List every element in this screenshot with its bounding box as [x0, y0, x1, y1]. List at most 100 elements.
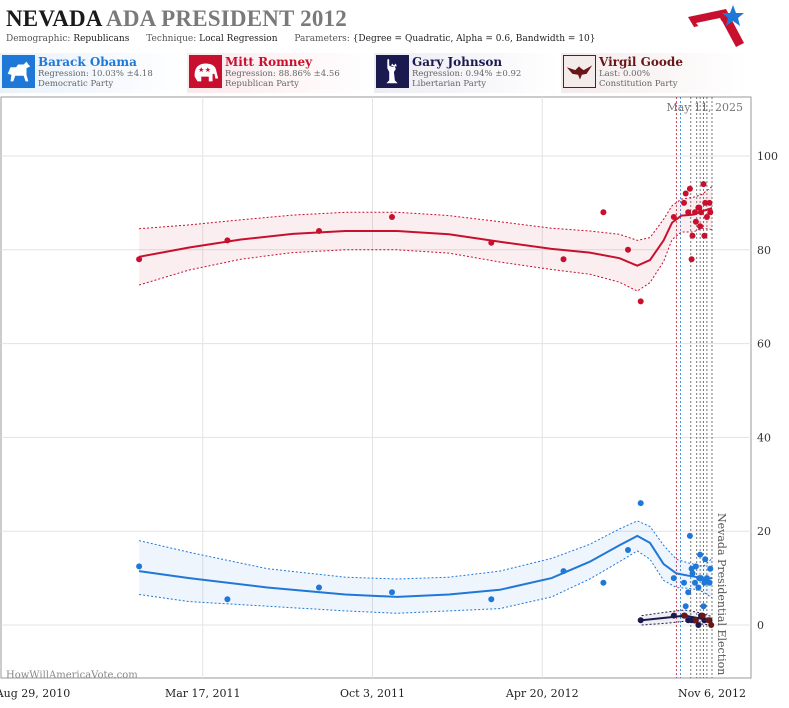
data-point	[637, 500, 644, 507]
site-logo-icon	[688, 5, 744, 47]
data-point	[681, 579, 687, 586]
candidate-card-romney[interactable]: Mitt Romney Regression: 88.86% ±4.56 Rep…	[187, 53, 373, 93]
data-point	[697, 223, 704, 230]
data-point	[670, 214, 677, 220]
x-tick-label: Nov 6, 2012	[678, 687, 746, 700]
elephant-icon	[189, 55, 222, 88]
data-point	[600, 579, 607, 586]
page-title: NEVADA ADA PRESIDENT 2012	[6, 6, 347, 32]
data-point	[637, 298, 644, 305]
data-point	[625, 246, 631, 253]
candidate-card-johnson[interactable]: Gary Johnson Regression: 0.94% ±0.92 Lib…	[374, 53, 560, 93]
data-point	[692, 563, 699, 570]
candidate-name: Mitt Romney	[225, 55, 313, 69]
data-point	[697, 551, 704, 558]
data-point	[316, 584, 322, 591]
data-point	[637, 617, 644, 624]
demographic-value: Republicans	[73, 34, 130, 44]
data-point	[700, 603, 707, 610]
data-point	[698, 575, 704, 582]
data-point	[560, 568, 567, 575]
candidate-stat: Regression: 10.03% ±4.18	[38, 69, 153, 79]
header: NEVADA ADA PRESIDENT 2012 Demographic: R…	[0, 0, 748, 48]
data-point	[701, 232, 708, 239]
parameters-label: Parameters:	[294, 34, 350, 44]
x-tick-label: Apr 20, 2012	[505, 687, 579, 700]
data-point	[692, 218, 699, 225]
data-point	[136, 563, 143, 570]
watermark: HowWillAmericaVote.com	[6, 670, 138, 681]
data-point	[488, 596, 495, 603]
candidate-party: Republican Party	[225, 79, 299, 89]
data-point	[681, 199, 687, 206]
data-point	[681, 612, 688, 619]
data-point	[685, 209, 692, 216]
data-point	[224, 237, 231, 244]
x-tick-label: Aug 29, 2010	[0, 687, 70, 700]
data-point	[560, 256, 567, 263]
data-point	[695, 584, 702, 591]
data-point	[703, 214, 710, 220]
title-event: ADA PRESIDENT 2012	[106, 6, 347, 31]
title-state: NEVADA	[6, 6, 102, 31]
y-tick-label: 0	[757, 619, 764, 632]
data-point	[702, 199, 709, 206]
data-point	[707, 565, 714, 572]
data-point	[692, 209, 698, 216]
chart-area: 0 20 40 60 80 100 Aug 29, 2010 Mar 17, 2011 Oct …	[0, 94, 789, 704]
confidence-band	[139, 520, 713, 614]
candidate-card-obama[interactable]: Barack Obama Regression: 10.03% ±4.18 De…	[0, 53, 186, 93]
candidate-card-goode[interactable]: Virgil Goode Last: 0.00% Constitution Pa…	[561, 53, 747, 93]
plot-frame	[0, 96, 752, 679]
parameters-value: {Degree = Quadratic, Alpha = 0.6, Bandwi…	[352, 34, 596, 44]
confidence-band	[139, 186, 713, 292]
statue-of-liberty-icon	[376, 55, 409, 88]
data-point	[689, 232, 696, 239]
candidate-stat: Last: 0.00%	[599, 69, 651, 79]
data-point	[316, 228, 322, 234]
donkey-icon	[2, 55, 35, 88]
data-point	[695, 622, 702, 628]
lower-bound-line	[139, 550, 713, 614]
eagle-icon	[563, 55, 596, 88]
data-point	[685, 589, 692, 596]
data-point	[705, 617, 712, 624]
data-point	[692, 579, 698, 586]
data-point	[686, 532, 693, 539]
candidate-name: Barack Obama	[38, 55, 137, 69]
trend-line	[138, 207, 713, 267]
data-point	[625, 547, 631, 553]
data-point	[696, 204, 703, 211]
data-point	[688, 256, 695, 263]
parameter-line: Demographic: Republicans Technique: Loca…	[6, 34, 610, 44]
data-point	[670, 612, 677, 619]
demographic-label: Demographic:	[6, 34, 71, 44]
data-point	[707, 209, 714, 216]
candidate-legend: Barack Obama Regression: 10.03% ±4.18 De…	[0, 53, 748, 93]
candidate-stat: Regression: 88.86% ±4.56	[225, 69, 340, 79]
data-point	[600, 209, 607, 216]
candidate-stat: Regression: 0.94% ±0.92	[412, 69, 522, 79]
data-point	[389, 214, 395, 220]
data-point	[701, 617, 708, 624]
data-point	[224, 596, 231, 603]
data-point	[488, 239, 495, 246]
data-point	[670, 575, 677, 582]
data-point	[136, 256, 143, 263]
lower-bound-line	[138, 227, 713, 292]
technique-label: Technique:	[146, 34, 197, 44]
data-point	[389, 589, 395, 596]
upper-bound-line	[138, 520, 713, 580]
x-tick-label: Oct 3, 2011	[340, 687, 405, 700]
y-tick-label: 60	[757, 338, 771, 351]
data-point	[686, 185, 693, 192]
date-label: May 11, 2025	[666, 101, 743, 114]
y-tick-label: 40	[757, 431, 771, 444]
y-tick-label: 20	[757, 525, 771, 538]
candidate-name: Gary Johnson	[412, 55, 503, 69]
regression-chart: 0 20 40 60 80 100 Aug 29, 2010 Mar 17, 2011 Oct …	[0, 96, 778, 700]
data-point	[706, 199, 713, 206]
data-point	[701, 579, 708, 586]
candidate-party: Libertarian Party	[412, 79, 487, 89]
upper-bound-line	[139, 186, 713, 241]
